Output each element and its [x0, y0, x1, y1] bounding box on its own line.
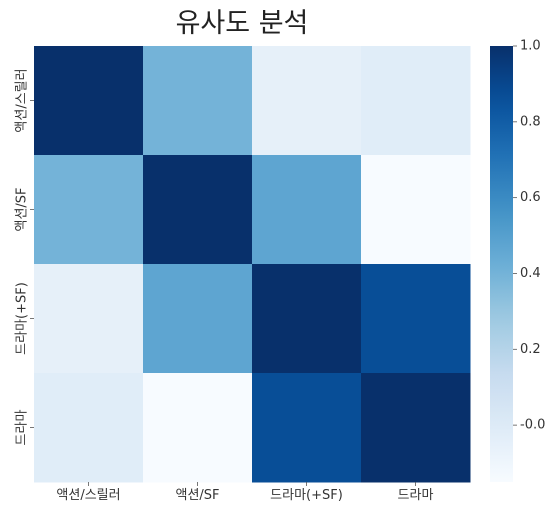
- colorbar-tick-label: 0.6: [520, 190, 541, 205]
- heatmap-cell: [34, 373, 144, 483]
- heatmap-cell: [252, 264, 362, 374]
- heatmap-cell: [34, 264, 144, 374]
- x-tick-label: 액션/SF: [175, 488, 219, 503]
- colorbar-tick-label: 0.8: [520, 114, 541, 129]
- colorbar-tick-label: 0.2: [520, 342, 541, 357]
- colorbar-tick-label: -0.0: [520, 418, 545, 433]
- x-tick-label: 액션/스릴러: [56, 488, 120, 503]
- heatmap-cell: [361, 155, 471, 265]
- heatmap-cell: [361, 373, 471, 483]
- heatmap-cell: [252, 373, 362, 483]
- colorbar: [490, 46, 513, 482]
- heatmap-cell: [252, 155, 362, 265]
- heatmap-cell: [143, 264, 253, 374]
- heatmap-cell: [361, 264, 471, 374]
- heatmap-cell: [252, 46, 362, 156]
- heatmap-cell: [361, 46, 471, 156]
- x-tick-label: 드라마(+SF): [270, 488, 343, 503]
- y-tick-label: 액션/SF: [15, 187, 30, 231]
- y-tick-label: 액션/스릴러: [15, 68, 30, 132]
- y-tick-label: 드라마: [15, 410, 30, 446]
- chart-title: 유사도 분석: [176, 8, 309, 39]
- heatmap-cell: [34, 155, 144, 265]
- colorbar-ticks: -0.0 0.2 0.4 0.6 0.8 1.0: [513, 39, 545, 433]
- heatmap-cell: [143, 373, 253, 483]
- heatmap-cell: [34, 46, 144, 156]
- x-axis-tick-labels: 액션/스릴러 액션/SF 드라마(+SF) 드라마: [56, 482, 433, 503]
- heatmap-cells: [34, 46, 471, 483]
- heatmap-cell: [143, 46, 253, 156]
- colorbar-tick-label: 0.4: [520, 266, 541, 281]
- y-tick-label: 드라마(+SF): [15, 282, 30, 355]
- heatmap-cell: [143, 155, 253, 265]
- x-tick-label: 드라마: [398, 488, 434, 503]
- colorbar-tick-label: 1.0: [520, 39, 541, 54]
